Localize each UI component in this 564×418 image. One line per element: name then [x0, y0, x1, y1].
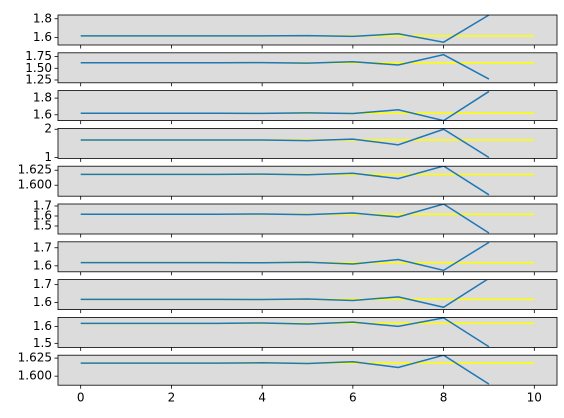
y-tick-label: 1.5 [33, 219, 52, 233]
plot-area [80, 128, 535, 159]
axes-frame [57, 203, 558, 235]
axes-frame [57, 52, 558, 84]
plot-area [80, 204, 535, 234]
axes-frame [57, 14, 558, 46]
y-tick-label: 1.5 [33, 336, 52, 350]
plot-area [80, 317, 535, 348]
data-line [80, 204, 490, 234]
data-line [80, 53, 490, 80]
data-line [80, 90, 490, 121]
y-tick-label: 1.25 [25, 72, 52, 86]
axes-frame [57, 279, 558, 311]
data-line [80, 15, 490, 43]
y-tick-label: 1.8 [33, 91, 52, 105]
x-tick-label: 6 [349, 391, 357, 405]
y-tick-label: 1.7 [33, 240, 52, 254]
axes-background [58, 204, 557, 234]
y-tick-label: 1.8 [33, 11, 52, 25]
y-tick-label: 1.600 [18, 369, 52, 383]
axes-background [58, 15, 557, 45]
axes-background [58, 52, 557, 83]
y-tick-label: 1.6 [33, 30, 52, 44]
axes-background [58, 317, 557, 348]
axes-frame [57, 354, 558, 386]
axes-frame [57, 127, 558, 159]
data-line [80, 128, 490, 159]
plot-area [80, 53, 535, 80]
y-tick-label: 1.625 [18, 351, 52, 365]
data-line [80, 279, 489, 309]
data-line [80, 355, 490, 385]
axes-background [58, 90, 557, 121]
axes-frame [57, 165, 558, 197]
x-tick-label: 10 [527, 391, 542, 405]
y-tick-label: 1 [44, 150, 52, 164]
y-tick-label: 1.50 [25, 61, 52, 75]
plot-area [80, 90, 535, 121]
y-tick-label: 1.6 [33, 319, 52, 333]
y-tick-label: 1.6 [33, 107, 52, 121]
axes-background [58, 128, 557, 159]
y-tick-label: 1.75 [25, 49, 52, 63]
plot-area [80, 166, 535, 196]
axes-background [58, 241, 557, 272]
plot-area [80, 279, 535, 309]
y-tick-label: 1.7 [33, 277, 52, 291]
y-tick-label: 1.625 [18, 163, 52, 177]
x-tick-label: 4 [258, 391, 266, 405]
data-line [80, 166, 490, 196]
plot-area [80, 355, 535, 385]
y-tick-label: 1.6 [33, 258, 52, 272]
y-tick-label: 1.6 [33, 295, 52, 309]
axes-background [58, 166, 557, 197]
data-line [80, 317, 490, 348]
y-tick-label: 1.6 [33, 209, 52, 223]
axes-frame [57, 316, 558, 348]
y-tick-label: 2 [44, 122, 52, 136]
x-tick-label: 0 [77, 391, 85, 405]
x-tick-label: 8 [440, 391, 448, 405]
x-tick-label: 2 [168, 391, 176, 405]
axes-frame [57, 90, 558, 121]
plot-area [80, 241, 535, 272]
axes-background [58, 279, 557, 310]
axes-frame [57, 241, 558, 273]
y-tick-label: 1.7 [33, 199, 52, 213]
y-tick-label: 1.600 [18, 178, 52, 192]
plot-area [80, 15, 535, 43]
axes-background [58, 355, 557, 386]
data-line [80, 241, 490, 272]
